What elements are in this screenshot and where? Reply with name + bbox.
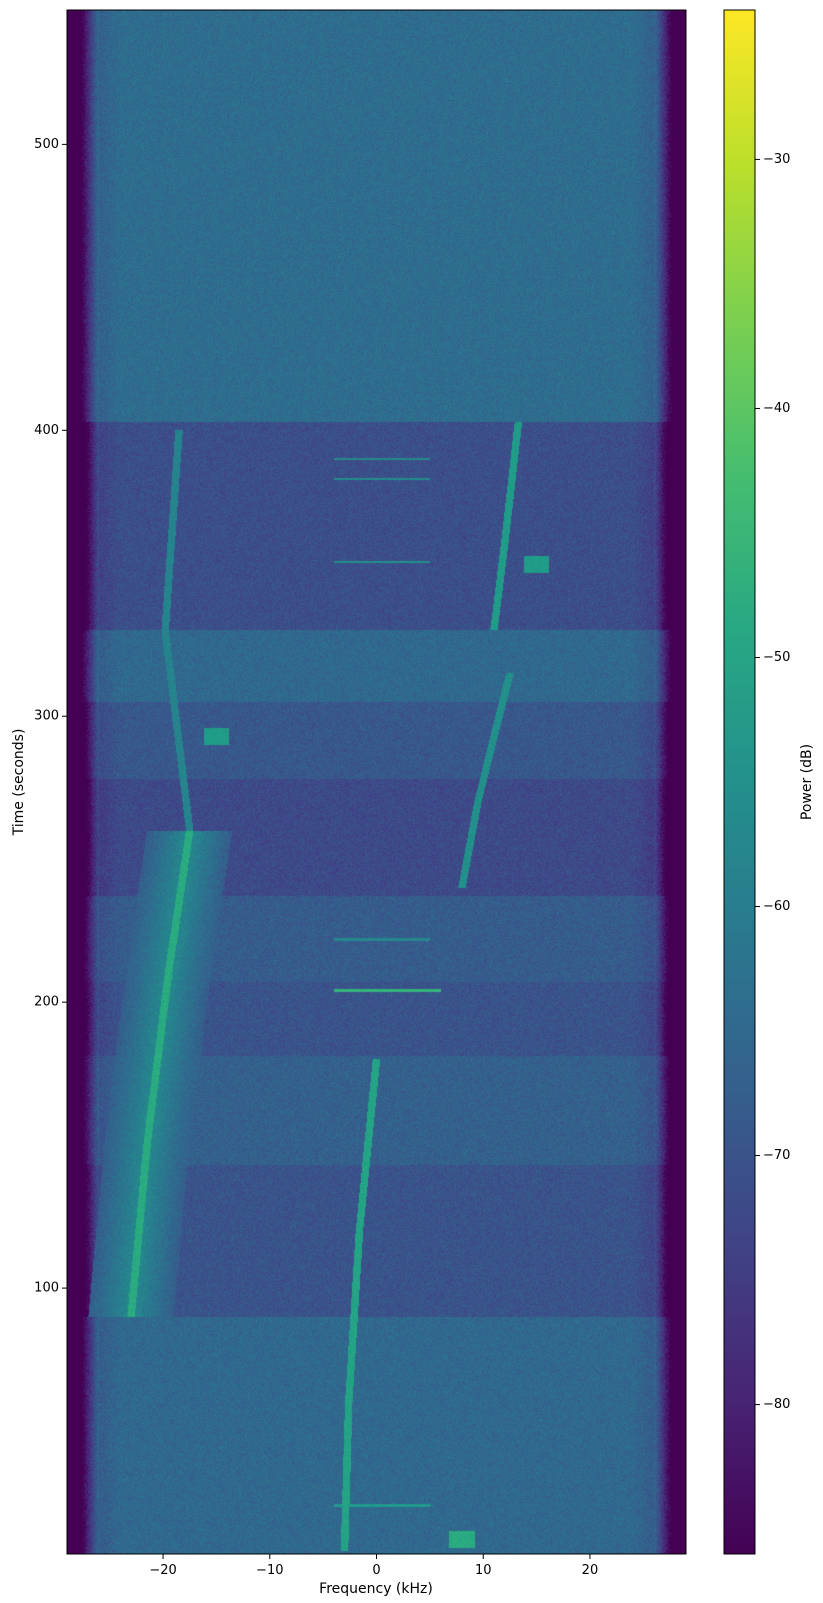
spectrogram-plot-area (66, 9, 687, 1555)
colorbar-ticks: −80 −70 −60 −50 −40 −30 (755, 152, 790, 1412)
x-tick-label: 0 (372, 1563, 380, 1578)
colorbar-tick-label: −40 (763, 401, 790, 416)
y-tick-label: 100 (34, 1281, 59, 1296)
y-tick-label: 500 (34, 137, 59, 152)
x-axis-label: Frequency (kHz) (319, 1581, 433, 1597)
colorbar-tick-label: −30 (763, 152, 790, 167)
colorbar-tick-label: −80 (763, 1397, 790, 1412)
y-axis-ticks: 100 200 300 400 500 (34, 137, 67, 1296)
colorbar: −80 −70 −60 −50 −40 −30 Power (dB) (723, 9, 815, 1555)
colorbar-tick-label: −60 (763, 899, 790, 914)
x-axis-ticks: −20 −10 0 10 20 (149, 1554, 598, 1578)
x-tick-label: 20 (582, 1563, 599, 1578)
y-tick-label: 400 (34, 423, 59, 438)
spectrogram-heatmap (67, 10, 686, 1554)
colorbar-gradient (724, 10, 755, 1554)
y-axis-label: Time (seconds) (11, 729, 27, 837)
colorbar-label: Power (dB) (799, 744, 815, 820)
y-tick-label: 200 (34, 995, 59, 1010)
x-tick-label: −10 (256, 1563, 283, 1578)
colorbar-tick-label: −50 (763, 650, 790, 665)
colorbar-frame (723, 9, 756, 1555)
x-tick-label: −20 (149, 1563, 176, 1578)
y-tick-label: 300 (34, 709, 59, 724)
x-tick-label: 10 (475, 1563, 492, 1578)
colorbar-tick-label: −70 (763, 1148, 790, 1163)
